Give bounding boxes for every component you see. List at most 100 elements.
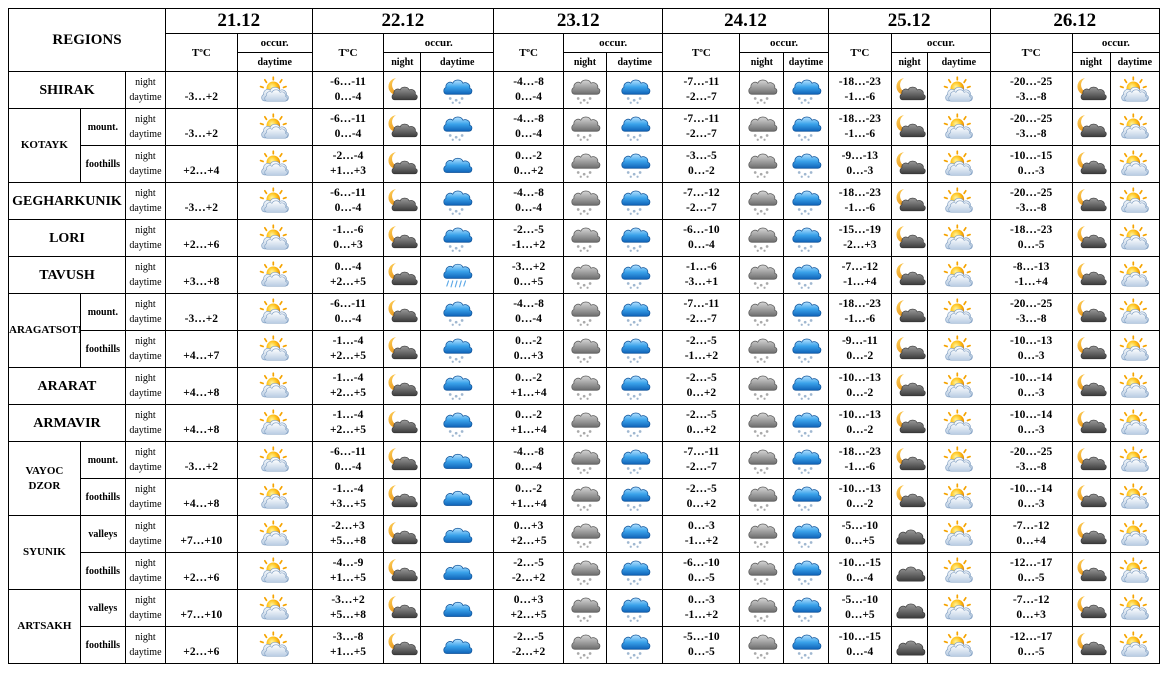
moon-cloud-icon <box>385 187 420 215</box>
temp-cell: -9…-13 0…-3 <box>827 145 893 183</box>
table-row: foothills night daytime +2…+6 -4…-9 +1…+5 -2…-… <box>9 552 1161 590</box>
temp-cell: -7…-12 -2…-7 <box>662 182 741 220</box>
temp-night: -6…-11 <box>330 446 366 458</box>
weather-icon-cell <box>420 145 495 183</box>
snow-icon <box>785 631 827 659</box>
weather-icon-cell <box>605 589 664 627</box>
temp-daytime: 0…-4 <box>515 202 542 214</box>
temp-daytime: 0…-4 <box>846 572 874 584</box>
temp-21-12: +3…+8 <box>164 256 238 294</box>
temp-cell: -7…-11 -2…-7 <box>662 293 741 331</box>
sun-cloud-icon <box>1111 446 1158 474</box>
weather-icon-cell <box>236 404 313 442</box>
moon-cloud-icon <box>1073 335 1109 363</box>
temp-night: -20…-25 <box>1010 446 1053 458</box>
temp-night: -7…-12 <box>683 187 720 199</box>
weather-icon-cell <box>562 330 608 368</box>
temp-daytime: 0…-2 <box>846 498 874 510</box>
table-row: LORI night daytime +2…+6 -1…-6 0…+3 -2…-5 -1…+2… <box>8 219 1161 257</box>
cloud-icon <box>422 631 493 659</box>
gray-snow-icon <box>741 594 783 622</box>
temp-21-12: +7…+10 <box>164 589 238 627</box>
weather-icon-cell <box>420 293 495 331</box>
temp-night: -10…-14 <box>1010 372 1053 384</box>
weather-icon-cell <box>1109 330 1161 368</box>
temp-cell: 0…-4 +2…+5 <box>311 256 385 294</box>
temp-daytime: -2…+2 <box>511 572 546 584</box>
temp-night: -18…-23 <box>838 113 881 125</box>
snow-icon <box>422 224 493 252</box>
daytime-subheader: daytime <box>420 52 495 72</box>
temp-daytime: -3…-8 <box>1015 91 1047 103</box>
snow-icon <box>785 76 827 104</box>
temp-night: -18…-23 <box>838 187 881 199</box>
temp-night: -5…-10 <box>683 631 720 643</box>
subregion-label: mount. <box>79 441 126 479</box>
moon-cloud-icon <box>1073 520 1109 548</box>
weather-icon-cell <box>891 367 929 405</box>
region-name: LORI <box>8 219 126 257</box>
moon-cloud-icon <box>385 372 420 400</box>
snow-icon <box>422 409 493 437</box>
temp-cell: -1…-6 -3…+1 <box>662 256 741 294</box>
snow-icon <box>422 187 493 215</box>
moon-cloud-icon <box>385 631 420 659</box>
temp-night: -1…-4 <box>332 483 364 495</box>
weather-icon-cell <box>236 256 313 294</box>
temp-night: -10…-15 <box>838 557 881 569</box>
weather-icon-cell <box>739 626 785 664</box>
temp-night: -10…-15 <box>1010 150 1053 162</box>
weather-icon-cell <box>420 182 495 220</box>
weather-icon-cell <box>236 108 313 146</box>
weather-icon-cell <box>739 367 785 405</box>
weather-icon-cell <box>927 589 991 627</box>
sun-cloud-icon <box>238 187 311 215</box>
temp-cell: 0…-2 +1…+4 <box>493 367 564 405</box>
weather-icon-cell <box>927 219 991 257</box>
weather-icon-cell <box>420 515 495 553</box>
temp-cell: night daytime <box>124 589 166 627</box>
weather-icon-cell <box>383 404 422 442</box>
gray-snow-icon <box>741 557 783 585</box>
temp-cell: -2…-5 -1…+2 <box>493 219 564 257</box>
temp-night: -4…-8 <box>513 187 544 199</box>
temp-daytime: +5…+8 <box>329 609 367 621</box>
weather-icon-cell <box>605 626 664 664</box>
temp-cell: -7…-12 -1…+4 <box>827 256 893 294</box>
temp-daytime: 0…-3 <box>1017 424 1045 436</box>
snow-icon <box>785 372 827 400</box>
moon-cloud-icon <box>893 261 927 289</box>
temp-cell: -10…-14 0…-3 <box>989 404 1073 442</box>
temp-daytime: +2…+5 <box>329 276 367 288</box>
weather-icon-cell <box>236 626 313 664</box>
occur-header: occur. <box>1071 33 1161 53</box>
weather-icon-cell <box>739 478 785 516</box>
weather-icon-cell <box>562 478 608 516</box>
period-label-daytime: daytime <box>129 277 162 288</box>
weather-icon-cell <box>891 256 929 294</box>
temp-daytime: +1…+3 <box>329 165 367 177</box>
temp-night: -12…-17 <box>1010 557 1053 569</box>
sun-cloud-icon <box>238 631 311 659</box>
sun-cloud-icon <box>929 594 990 622</box>
temp-night: -2…-5 <box>686 372 717 384</box>
sun-cloud-icon <box>1111 187 1158 215</box>
temp-cell: -2…-5 -1…+2 <box>662 330 741 368</box>
temp-cell: -4…-9 +1…+5 <box>311 552 385 590</box>
moon-cloud-icon <box>385 150 420 178</box>
weather-icon-cell <box>891 145 929 183</box>
period-label-night: night <box>135 114 156 125</box>
weather-icon-cell <box>383 367 422 405</box>
temp-21-12: +4…+8 <box>164 404 238 442</box>
weather-icon-cell <box>783 182 829 220</box>
weather-icon-cell <box>383 478 422 516</box>
moon-cloud-icon <box>1073 409 1109 437</box>
table-row: SHIRAK night daytime -3…+2 -6…-11 0…-4 -4…-8 0…… <box>8 71 1161 109</box>
temp-header: TºC <box>989 33 1073 72</box>
sun-cloud-icon <box>929 446 990 474</box>
temp-night: -5…-10 <box>841 520 879 532</box>
date-header: 22.12 <box>311 8 495 34</box>
weather-icon-cell <box>605 330 664 368</box>
region-name: KOTAYK <box>8 108 81 183</box>
gray-snow-icon <box>741 446 783 474</box>
